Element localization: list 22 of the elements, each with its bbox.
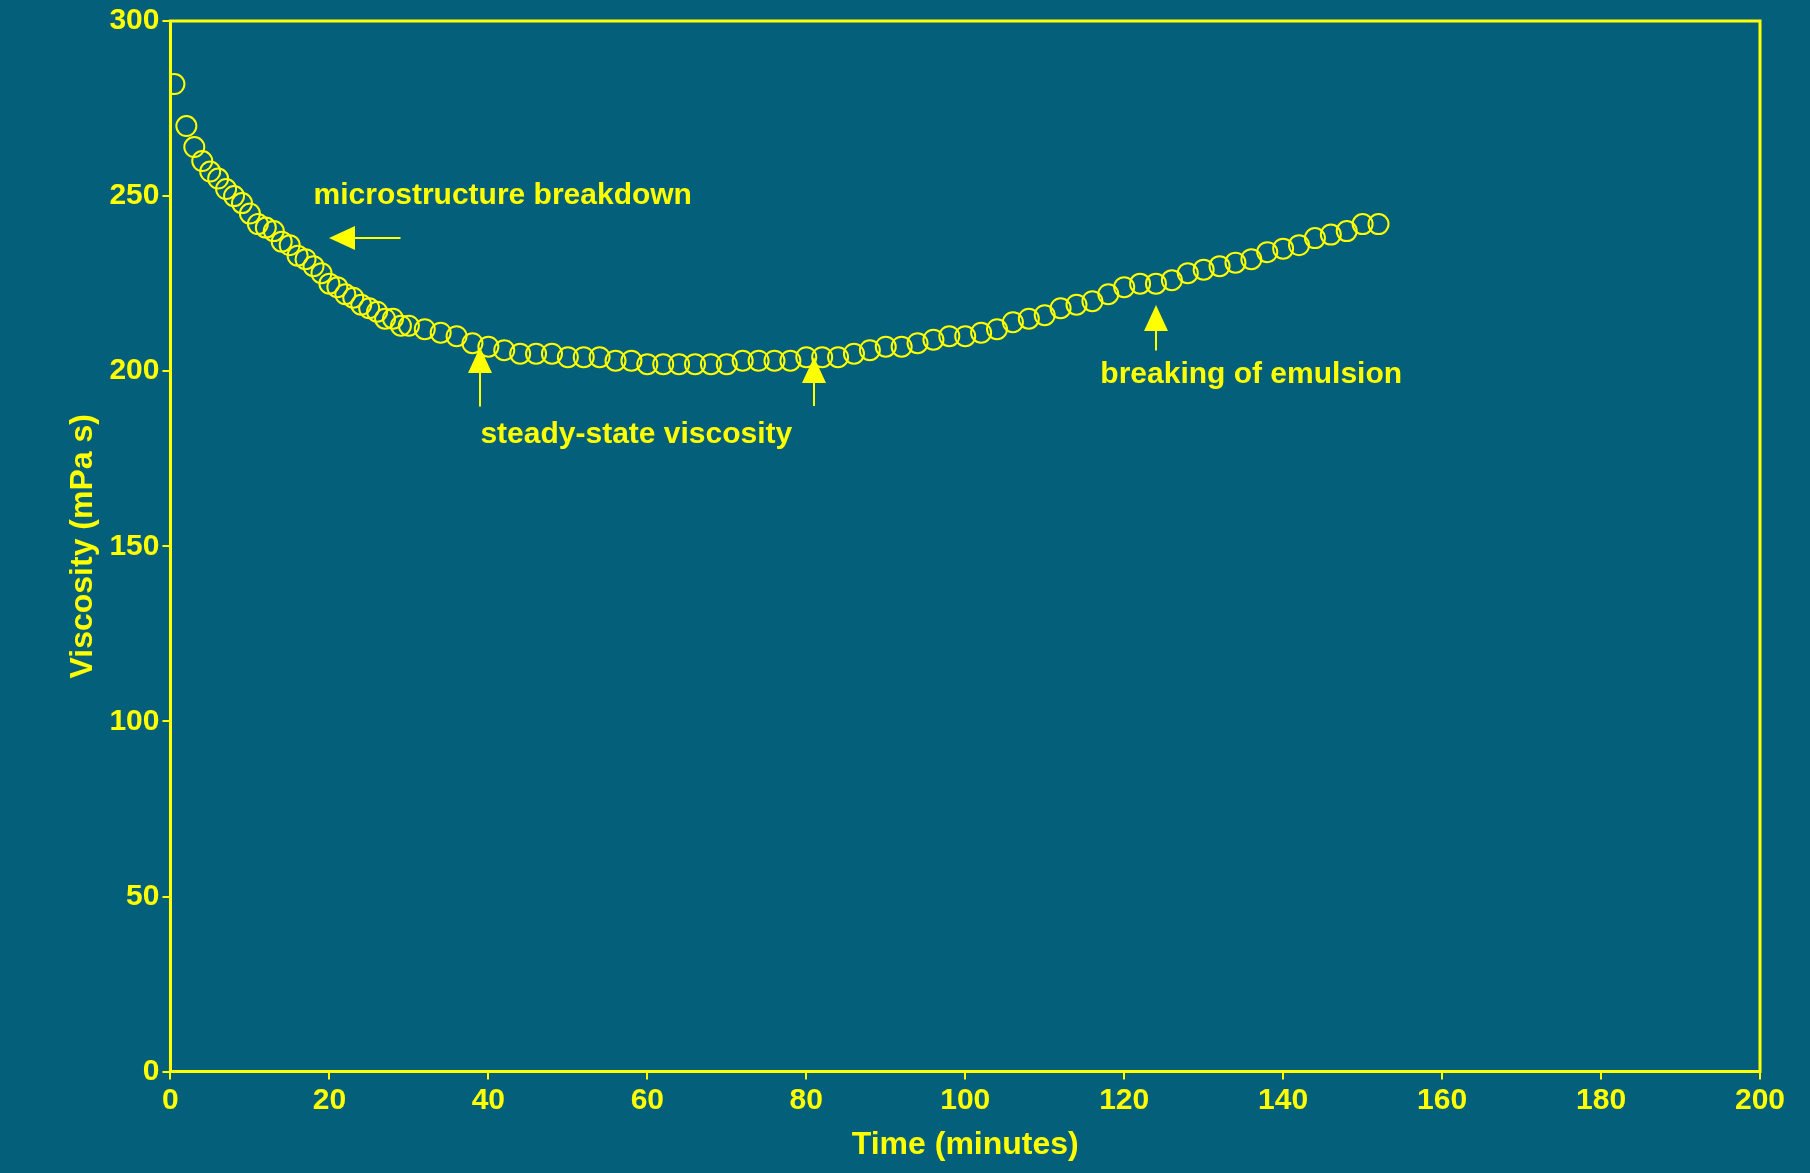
y-tick-label: 200 bbox=[109, 352, 160, 386]
x-tick-label: 80 bbox=[789, 1081, 823, 1115]
x-tick-label: 140 bbox=[1258, 1081, 1309, 1115]
x-tick-label: 180 bbox=[1576, 1081, 1627, 1115]
y-tick-label: 50 bbox=[126, 877, 160, 911]
annotation: breaking of emulsion bbox=[1100, 355, 1403, 389]
x-tick-label: 160 bbox=[1417, 1081, 1468, 1115]
x-tick-label: 100 bbox=[940, 1081, 991, 1115]
x-tick-label: 60 bbox=[630, 1081, 665, 1115]
y-tick-label: 150 bbox=[109, 527, 160, 561]
y-tick-label: 250 bbox=[109, 177, 160, 211]
annotation: steady-state viscosity bbox=[480, 415, 793, 449]
y-tick-label: 0 bbox=[142, 1052, 160, 1086]
y-axis-title: Viscosity (mPa s) bbox=[63, 414, 100, 679]
annotation: microstructure breakdown bbox=[313, 177, 692, 211]
x-tick-label: 40 bbox=[471, 1081, 506, 1115]
x-tick-label: 200 bbox=[1734, 1081, 1786, 1115]
x-axis-title: Time (minutes) bbox=[851, 1124, 1079, 1161]
y-tick-label: 300 bbox=[109, 2, 160, 36]
x-tick-label: 20 bbox=[312, 1081, 347, 1115]
y-tick-label: 100 bbox=[109, 702, 160, 736]
x-tick-label: 120 bbox=[1099, 1081, 1150, 1115]
